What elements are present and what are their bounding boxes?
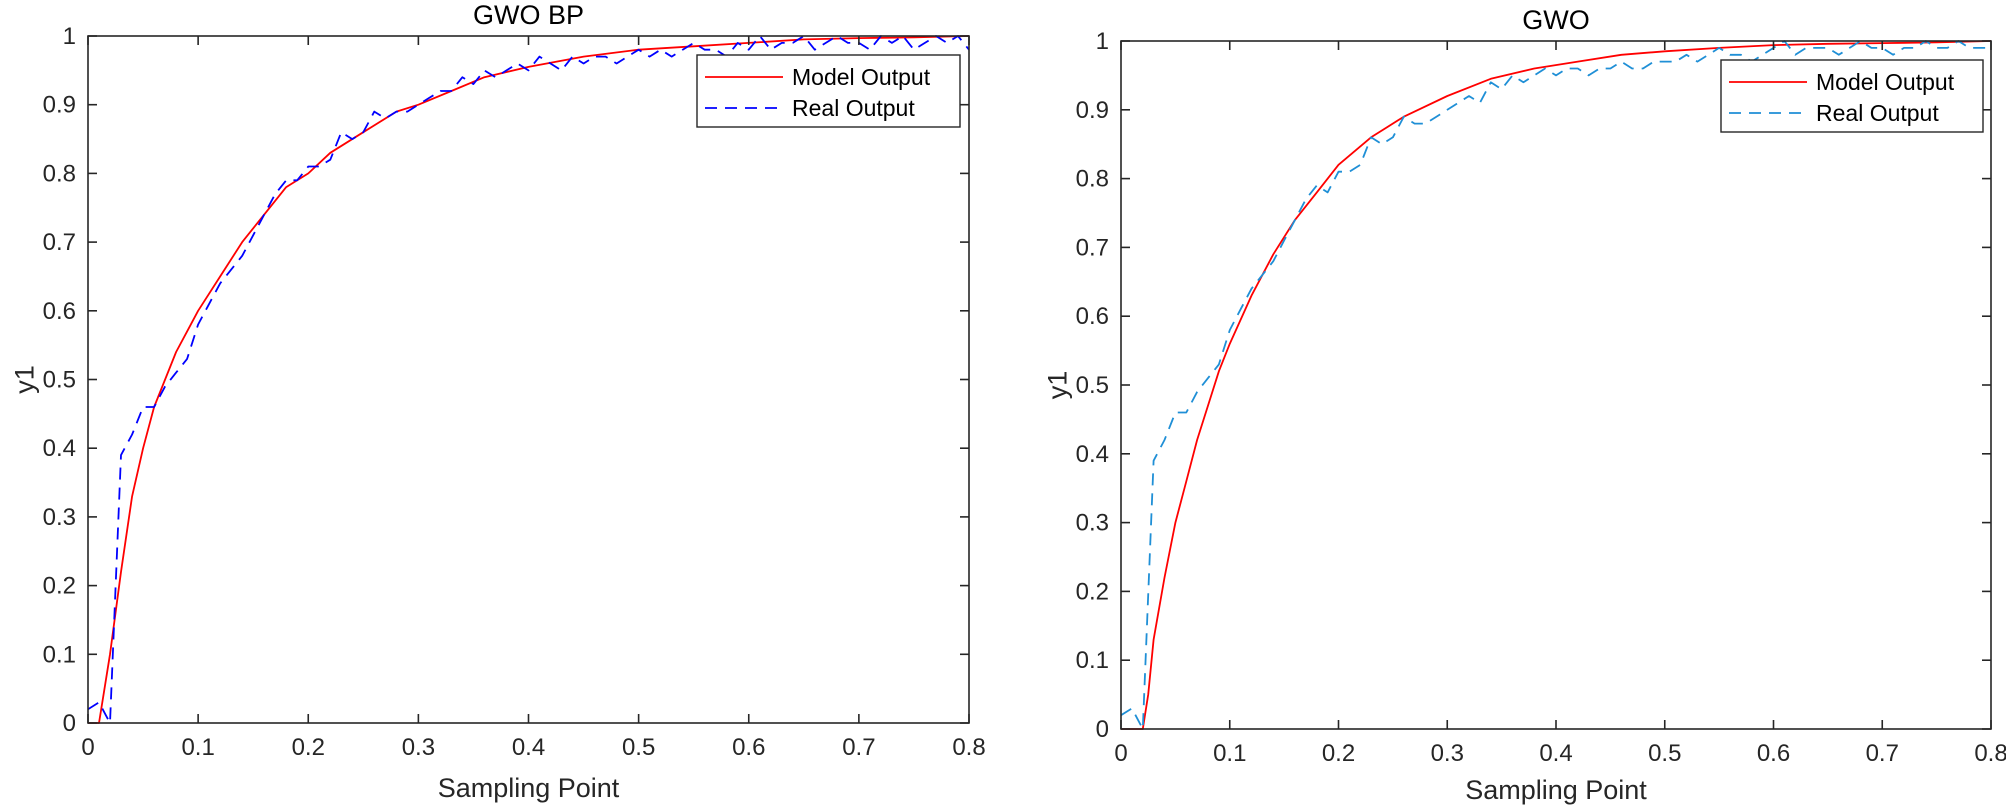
series-line-model-output (88, 35, 969, 724)
legend-label-model-output: Model Output (792, 64, 931, 90)
plot-area (88, 36, 969, 723)
y-tick-label: 0.9 (43, 92, 76, 119)
x-tick-label: 0.1 (1213, 740, 1246, 767)
y-tick-label: 0.8 (43, 160, 76, 187)
x-tick-label: 0.3 (402, 734, 435, 761)
plot-area (1121, 41, 1991, 729)
legend-box (696, 54, 961, 128)
x-tick-label: 0.7 (842, 734, 875, 761)
y-tick-label: 0.8 (1076, 166, 1109, 193)
y-axis-label: y1 (1042, 371, 1072, 400)
x-axis-label: Sampling Point (1465, 775, 1647, 805)
y-tick-label: 0.2 (43, 573, 76, 600)
legend: Model Output Real Output (696, 54, 961, 128)
x-axis-label: Sampling Point (438, 773, 620, 803)
chart-title: GWO (1522, 5, 1590, 35)
x-tick-label: 0.8 (952, 734, 985, 761)
y-tick-label: 0.5 (43, 367, 76, 394)
legend-label-model-output: Model Output (1816, 69, 1955, 95)
x-tick-label: 0.4 (512, 734, 545, 761)
chart-title: GWO BP (473, 0, 584, 30)
legend: Model Output Real Output (1720, 59, 1984, 133)
y-tick-label: 0.7 (1076, 234, 1109, 261)
x-tick-label: 0.2 (1322, 740, 1355, 767)
y-tick-label: 0.1 (43, 641, 76, 668)
x-tick-label: 0.1 (181, 734, 214, 761)
y-tick-label: 0 (63, 710, 76, 737)
legend-label-real-output: Real Output (792, 95, 915, 121)
y-tick-label: 0.9 (1076, 97, 1109, 124)
y-axis-label: y1 (9, 365, 39, 394)
y-tick-label: 0 (1096, 716, 1109, 743)
y-tick-label: 0.3 (1076, 510, 1109, 537)
x-tick-label: 0 (1114, 740, 1127, 767)
x-tick-label: 0.8 (1974, 740, 2006, 767)
y-tick-label: 0.4 (1076, 441, 1109, 468)
y-tick-label: 1 (1096, 28, 1109, 55)
x-tick-label: 0 (81, 734, 94, 761)
y-tick-label: 0.1 (1076, 647, 1109, 674)
y-tick-label: 0.5 (1076, 372, 1109, 399)
y-tick-label: 0.7 (43, 229, 76, 256)
y-tick-label: 0.4 (43, 435, 76, 462)
y-tick-label: 0.6 (43, 298, 76, 325)
legend-label-real-output: Real Output (1816, 100, 1939, 126)
x-tick-label: 0.7 (1866, 740, 1899, 767)
x-tick-label: 0.4 (1539, 740, 1572, 767)
chart-panel-2: 0 0.1 0.2 0.3 0.4 0.5 0.6 0.7 0.8 0 0.1 0.2 0.3 0.4 0.… (1042, 5, 2006, 805)
x-tick-label: 0.5 (622, 734, 655, 761)
y-tick-label: 1 (63, 23, 76, 50)
y-tick-label: 0.3 (43, 504, 76, 531)
series-line-real-output (1121, 40, 1991, 730)
chart-panel-1: 0 0.1 0.2 0.3 0.4 0.5 0.6 0.7 0.8 0 0.1 0.2 0.3 0.4 0.… (9, 0, 985, 803)
x-tick-label: 0.3 (1431, 740, 1464, 767)
x-tick-label: 0.2 (292, 734, 325, 761)
y-tick-label: 0.2 (1076, 578, 1109, 605)
series-line-real-output (88, 35, 969, 724)
legend-box (1720, 59, 1984, 133)
x-tick-label: 0.6 (1757, 740, 1790, 767)
y-tick-label: 0.6 (1076, 303, 1109, 330)
x-tick-label: 0.5 (1648, 740, 1681, 767)
x-tick-label: 0.6 (732, 734, 765, 761)
